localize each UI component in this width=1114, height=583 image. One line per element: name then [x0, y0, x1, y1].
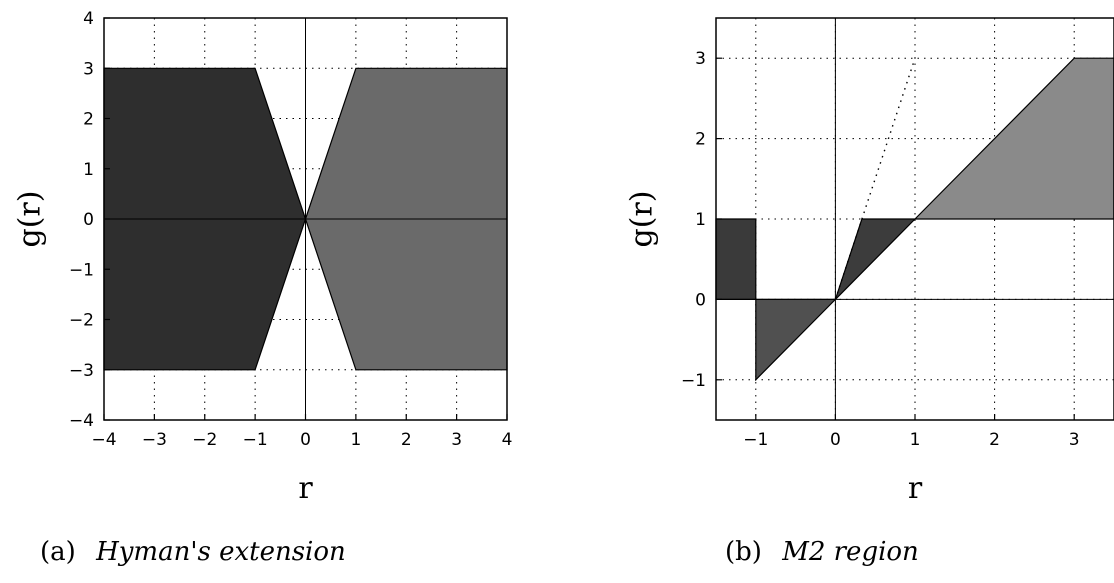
chart-b: −1 0 1 2 3 −1 0 1 2 3 r g(r) (b) M2 region	[625, 17, 1114, 567]
x-tick-label-1: 0	[830, 430, 841, 450]
chart-a-x-ticks: −4 −3 −2 −1 0 1 2 3 4	[91, 414, 512, 450]
chart-a-x-axis-label: r	[298, 471, 313, 506]
x-tick-label-4: 0	[300, 430, 311, 450]
y-tick-label-3: 2	[695, 130, 706, 150]
region-0	[715, 218, 757, 300]
y-tick-label-4: 3	[695, 49, 706, 69]
x-tick-label-6: 2	[401, 430, 412, 450]
x-tick-label-2: 1	[910, 430, 921, 450]
x-tick-label-4: 3	[1069, 430, 1080, 450]
chart-a-y-ticks: −4 −3 −2 −1 0 1 2 3 4	[69, 9, 110, 431]
x-tick-label-1: −3	[142, 430, 167, 450]
chart-a-caption-prefix: (a)	[40, 537, 76, 567]
x-tick-label-3: −1	[243, 430, 268, 450]
x-tick-label-0: −4	[91, 430, 116, 450]
chart-b-zero-axes	[716, 18, 1114, 420]
x-tick-label-2: −2	[192, 430, 217, 450]
x-tick-label-0: −1	[743, 430, 768, 450]
chart-b-caption-title: M2 region	[781, 537, 919, 567]
region-3	[913, 57, 1114, 220]
y-tick-label-7: 3	[83, 59, 94, 79]
chart-a-zero-axes	[104, 18, 507, 420]
chart-a-y-axis-label: g(r)	[13, 191, 48, 248]
x-tick-label-5: 1	[350, 430, 361, 450]
chart-a-caption-title: Hyman's extension	[95, 537, 346, 567]
y-tick-label-1: 0	[695, 290, 706, 310]
y-tick-label-6: 2	[83, 110, 94, 130]
y-tick-label-2: −2	[69, 311, 94, 331]
chart-b-x-ticks: −1 0 1 2 3	[743, 414, 1080, 450]
x-tick-label-8: 4	[502, 430, 513, 450]
y-tick-label-8: 4	[83, 9, 94, 29]
y-tick-label-3: −1	[69, 260, 94, 280]
x-tick-label-3: 2	[989, 430, 1000, 450]
chart-b-y-ticks: −1 0 1 2 3	[681, 49, 722, 391]
chart-b-x-axis-label: r	[908, 471, 923, 506]
x-tick-label-7: 3	[451, 430, 462, 450]
chart-a: −4 −3 −2 −1 0 1 2 3 4 −4 −3 −2 −1 0 1 2 3 4 r g(r) (a) H…	[13, 9, 513, 567]
chart-a-caption: (a) Hyman's extension	[40, 537, 346, 567]
chart-b-caption-prefix: (b)	[725, 537, 762, 567]
y-tick-label-0: −4	[69, 411, 94, 431]
region-2	[834, 218, 917, 300]
chart-b-caption: (b) M2 region	[725, 537, 919, 567]
y-tick-label-4: 0	[83, 210, 94, 230]
chart-b-y-axis-label: g(r)	[625, 191, 660, 248]
y-tick-label-5: 1	[83, 160, 94, 180]
y-tick-label-1: −3	[69, 361, 94, 381]
y-tick-label-2: 1	[695, 210, 706, 230]
region-1	[755, 298, 837, 382]
chart-b-regions	[715, 57, 1114, 382]
y-tick-label-0: −1	[681, 371, 706, 391]
